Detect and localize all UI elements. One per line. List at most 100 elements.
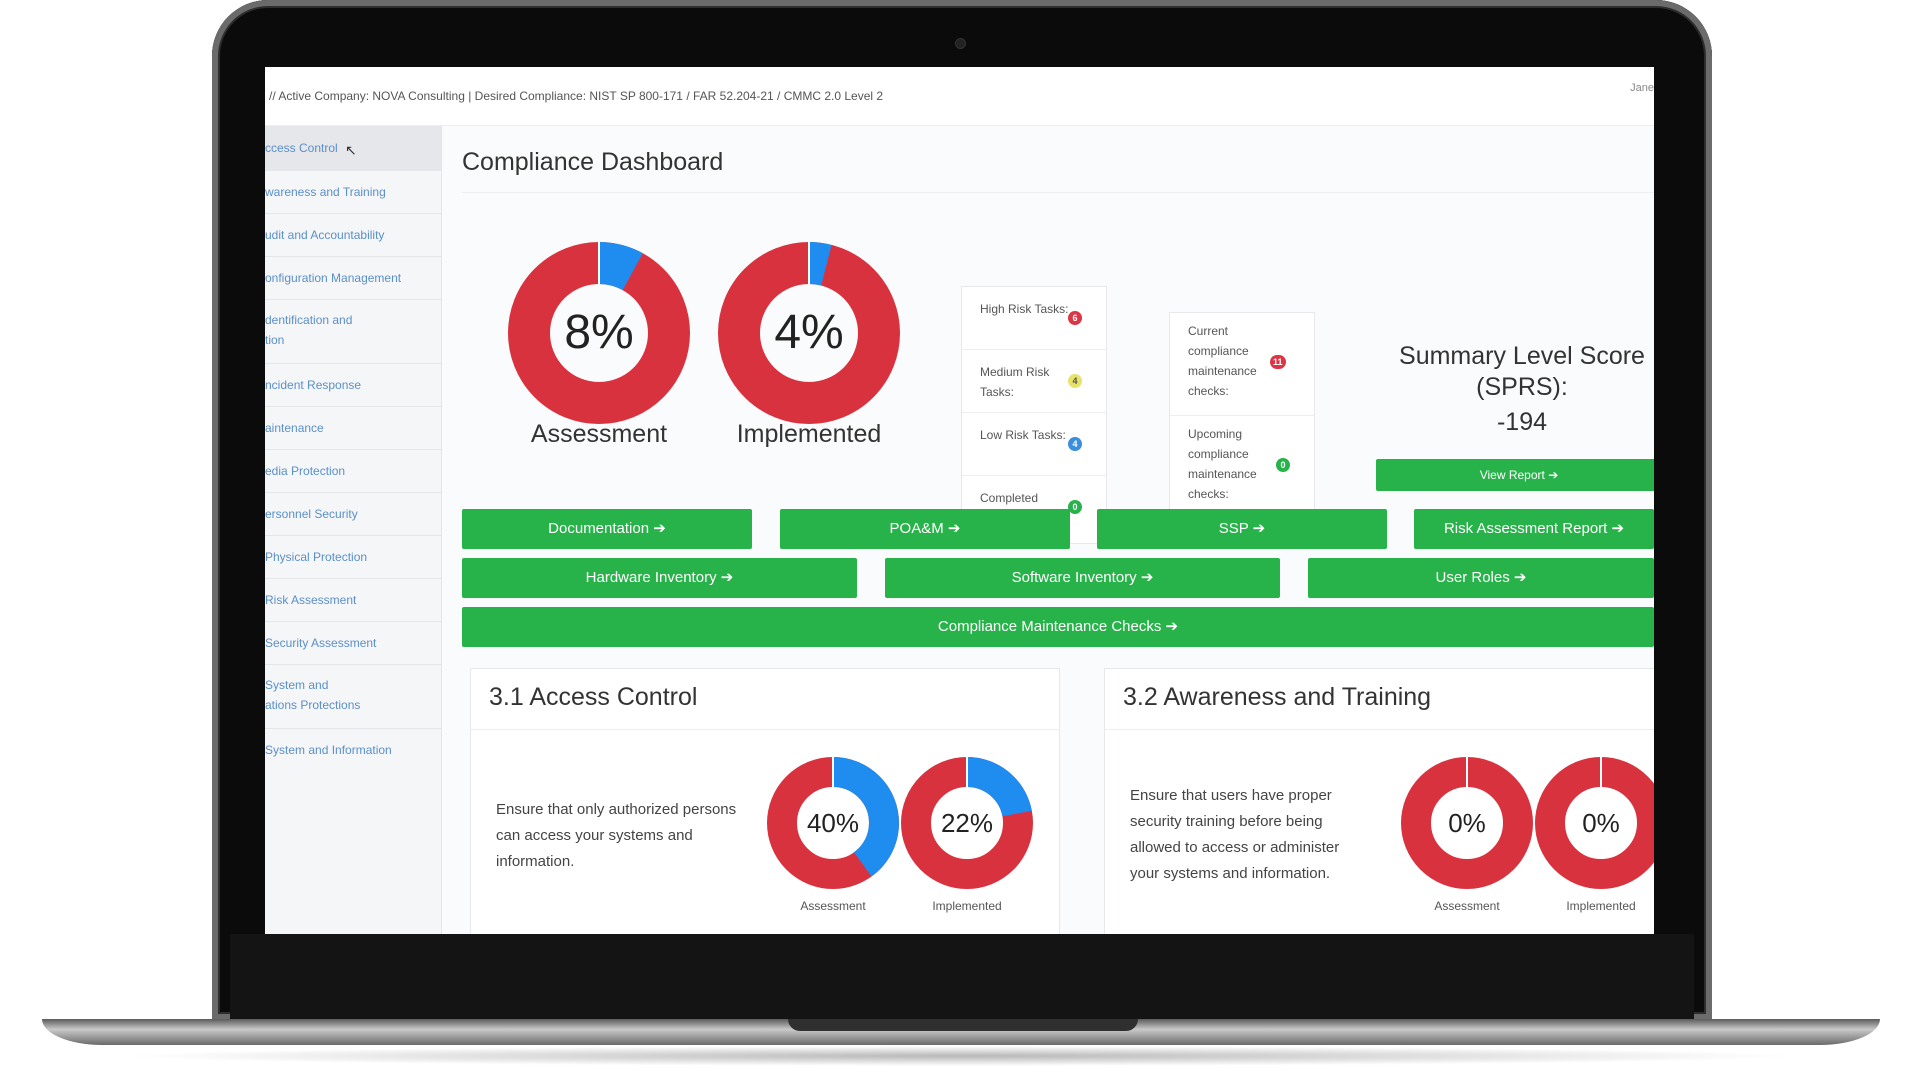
sidebar-item-risk-assessment[interactable]: Risk Assessment — [265, 579, 441, 622]
page-title: Compliance Dashboard — [462, 148, 724, 176]
sidebar-item-identification-authentication[interactable]: dentification and tion — [265, 300, 441, 364]
cursor-icon: ↖ — [345, 142, 357, 158]
high-risk-count-badge: 6 — [1068, 311, 1082, 325]
implemented-donut-chart — [718, 242, 900, 424]
webcam-icon — [955, 38, 966, 49]
sidebar-item-label: wareness and Training — [265, 185, 386, 199]
risk-tasks-card: High Risk Tasks: 6 Medium Risk Tasks: 4 … — [961, 286, 1107, 544]
assessment-label: Assessment — [530, 420, 668, 448]
hardware-inventory-button[interactable]: Hardware Inventory ➔ — [462, 558, 857, 598]
software-inventory-button[interactable]: Software Inventory ➔ — [885, 558, 1280, 598]
card-divider — [1105, 729, 1654, 730]
laptop-notch — [788, 1019, 1138, 1031]
maintenance-checks-card: Current compliance maintenance checks: 1… — [1169, 312, 1315, 520]
description-line: Ensure that only authorized persons — [496, 801, 737, 818]
sidebar-item-system-information[interactable]: System and Information — [265, 729, 441, 772]
ssp-button[interactable]: SSP ➔ — [1097, 509, 1387, 549]
description-line: Ensure that users have proper — [1130, 787, 1332, 804]
sidebar-item-label: ccess Control — [265, 141, 338, 155]
sidebar-item-label: ersonnel Security — [265, 507, 358, 521]
assessment-donut-chart — [508, 242, 690, 424]
sidebar-item-awareness-training[interactable]: wareness and Training — [265, 171, 441, 214]
sidebar-item-label: onfiguration Management — [265, 271, 402, 285]
sidebar-item-access-control[interactable]: ccess Control ↖ — [265, 126, 441, 171]
assessment-donut: 8% — [508, 242, 690, 424]
awareness-implemented-donut: 0% — [1535, 757, 1654, 889]
sidebar-item-label: Risk Assessment — [265, 593, 357, 607]
sidebar-item-label: udit and Accountability — [265, 228, 385, 242]
access-control-assessment-donut: 40% — [767, 757, 899, 889]
risk-assessment-report-button[interactable]: Risk Assessment Report ➔ — [1414, 509, 1654, 549]
laptop-shadow — [120, 1046, 1800, 1066]
access-control-title: 3.1 Access Control — [489, 683, 698, 711]
sidebar-item-configuration-management[interactable]: onfiguration Management — [265, 257, 441, 300]
low-risk-tasks-row[interactable]: Low Risk Tasks: 4 — [962, 413, 1106, 476]
description-line: your systems and information. — [1130, 865, 1331, 882]
awareness-assessment-donut: 0% — [1401, 757, 1533, 889]
description-line: information. — [496, 853, 575, 870]
sprs-title: Summary Level Score (SPRS): — [1399, 342, 1645, 401]
sidebar-item-system-communications[interactable]: System and ations Protections — [265, 665, 441, 729]
sidebar-item-personnel-security[interactable]: ersonnel Security — [265, 493, 441, 536]
main-content: Compliance Dashboard 8% Assessment 4% Im… — [442, 126, 1654, 934]
description-line: allowed to access or administer — [1130, 839, 1340, 856]
completed-count-badge: 0 — [1068, 500, 1082, 514]
awareness-training-title: 3.2 Awareness and Training — [1123, 683, 1432, 711]
top-bar: // Active Company: NOVA Consulting | Des… — [265, 67, 1654, 126]
sidebar-item-label: Security Assessment — [265, 636, 377, 650]
active-company-breadcrumb: // Active Company: NOVA Consulting | Des… — [269, 89, 884, 103]
upcoming-checks-label: Upcoming compliance maintenance checks: — [1188, 427, 1257, 501]
sidebar-item-label: Physical Protection — [265, 550, 368, 564]
access-control-implemented-percent: 22% — [940, 808, 994, 838]
access-control-card[interactable]: 3.1 Access Control Ensure that only auth… — [470, 668, 1060, 934]
sprs-score: -194 — [1496, 408, 1548, 436]
awareness-assessment-percent: 0% — [1448, 808, 1486, 838]
poam-button[interactable]: POA&M ➔ — [780, 509, 1070, 549]
assessment-percent: 8% — [564, 306, 634, 359]
awareness-assessment-chart — [1401, 757, 1533, 889]
view-report-button[interactable]: View Report ➔ — [1376, 459, 1654, 491]
current-checks-label: Current compliance maintenance checks: — [1188, 324, 1257, 398]
implemented-percent: 4% — [774, 306, 844, 359]
sidebar-item-label: dentification and — [265, 313, 353, 327]
access-control-assessment-percent: 40% — [806, 808, 860, 838]
implemented-donut: 4% — [718, 242, 900, 424]
awareness-assessment-label: Assessment — [1434, 899, 1500, 913]
sidebar-item-audit-accountability[interactable]: udit and Accountability — [265, 214, 441, 257]
user-name[interactable]: Jane — [1630, 82, 1654, 94]
compliance-maintenance-checks-button[interactable]: Compliance Maintenance Checks ➔ — [462, 607, 1654, 647]
medium-risk-tasks-row[interactable]: Medium Risk Tasks: 4 — [962, 350, 1106, 413]
awareness-training-card[interactable]: 3.2 Awareness and Training Ensure that u… — [1104, 668, 1654, 934]
sidebar-item-label: aintenance — [265, 421, 324, 435]
sidebar-item-label: edia Protection — [265, 464, 346, 478]
sidebar-item-maintenance[interactable]: aintenance — [265, 407, 441, 450]
upcoming-checks-row[interactable]: Upcoming compliance maintenance checks: … — [1170, 416, 1314, 519]
low-risk-tasks-label: Low Risk Tasks: — [980, 428, 1066, 442]
awareness-implemented-label: Implemented — [1566, 899, 1636, 913]
awareness-training-description: Ensure that users have proper security t… — [1130, 783, 1339, 887]
sidebar-item-security-assessment[interactable]: Security Assessment — [265, 622, 441, 665]
documentation-button[interactable]: Documentation ➔ — [462, 509, 752, 549]
description-line: security training before being — [1130, 813, 1323, 830]
title-divider — [462, 192, 1654, 193]
current-checks-row[interactable]: Current compliance maintenance checks: 1… — [1170, 313, 1314, 416]
upcoming-checks-badge: 0 — [1276, 458, 1290, 472]
current-checks-badge: 11 — [1270, 355, 1286, 369]
access-control-implemented-donut: 22% — [901, 757, 1033, 889]
high-risk-tasks-row[interactable]: High Risk Tasks: 6 — [962, 287, 1106, 350]
screen: // Active Company: NOVA Consulting | Des… — [265, 67, 1654, 934]
sidebar-item-incident-response[interactable]: ncident Response — [265, 364, 441, 407]
card-divider — [471, 729, 1059, 730]
sidebar-item-media-protection[interactable]: edia Protection — [265, 450, 441, 493]
low-risk-count-badge: 4 — [1068, 437, 1082, 451]
sidebar-item-label: ations Protections — [265, 698, 361, 712]
access-control-description: Ensure that only authorized persons can … — [496, 797, 736, 875]
sidebar-item-label: System and Information — [265, 743, 392, 757]
laptop-chin — [230, 934, 1694, 1020]
medium-risk-tasks-label: Medium Risk Tasks: — [980, 365, 1050, 399]
access-control-implemented-label: Implemented — [932, 899, 1002, 913]
awareness-implemented-chart — [1535, 757, 1654, 889]
sidebar-item-physical-protection[interactable]: Physical Protection — [265, 536, 441, 579]
user-roles-button[interactable]: User Roles ➔ — [1308, 558, 1654, 598]
sidebar-item-label: ncident Response — [265, 378, 362, 392]
